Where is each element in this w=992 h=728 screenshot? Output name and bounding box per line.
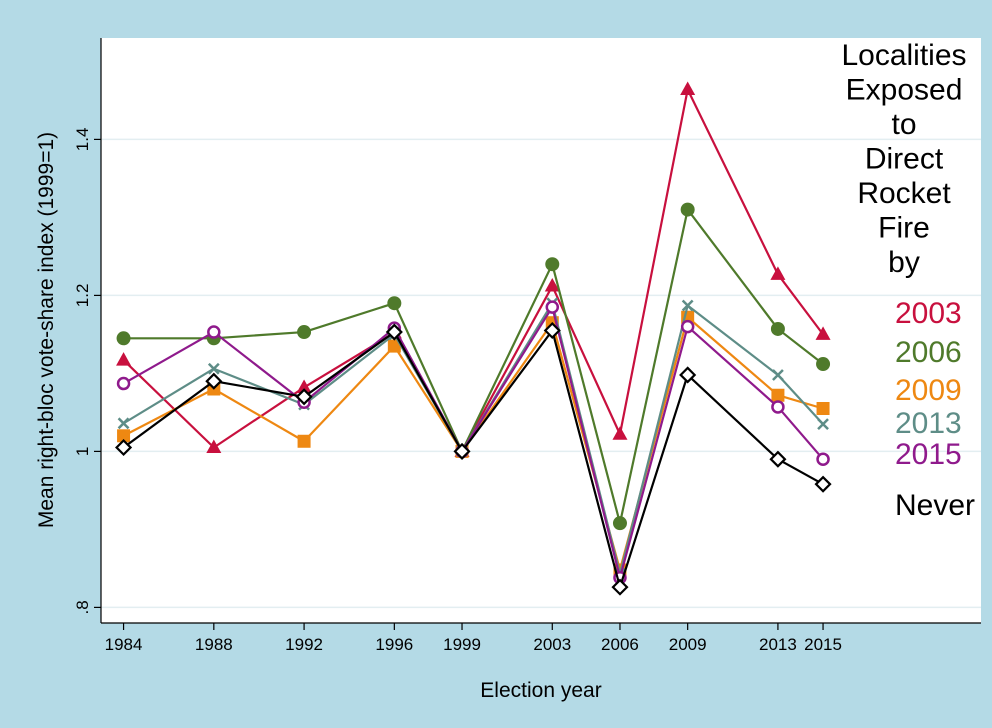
data-point <box>206 439 222 453</box>
x-tick-label: 1999 <box>443 635 481 654</box>
legend-heading-line: Exposed <box>846 74 963 107</box>
data-point <box>680 81 696 95</box>
data-point <box>116 352 132 366</box>
data-point <box>771 388 785 402</box>
data-point <box>387 296 402 311</box>
legend-heading-line: Fire <box>878 212 930 245</box>
data-point <box>770 266 786 280</box>
data-point <box>814 475 832 493</box>
data-point <box>770 321 785 336</box>
x-tick-label: 1984 <box>105 635 143 654</box>
legend-heading-line: Direct <box>865 143 944 176</box>
y-tick-label: .8 <box>73 600 92 614</box>
series-line <box>122 88 824 453</box>
data-point <box>680 202 695 217</box>
data-point <box>116 331 131 346</box>
x-tick-label: 2003 <box>533 635 571 654</box>
y-axis-title: Mean right-bloc vote-share index (1999=1… <box>35 132 58 528</box>
x-tick-label: 2006 <box>601 635 639 654</box>
series-group <box>115 81 832 596</box>
series-line <box>123 306 824 579</box>
data-point <box>387 339 401 353</box>
data-point <box>296 379 312 393</box>
data-point <box>816 452 830 466</box>
data-point <box>545 300 560 314</box>
legend-label-2015: 2015 <box>895 438 962 471</box>
series-line <box>122 329 824 589</box>
series-line <box>123 208 824 525</box>
data-point <box>117 417 130 430</box>
data-point <box>817 418 829 430</box>
x-tick-label: 1996 <box>375 635 413 654</box>
data-point <box>385 323 403 341</box>
data-point <box>544 278 560 292</box>
y-tick-label: 1.2 <box>73 284 92 308</box>
data-point <box>680 319 695 334</box>
data-point <box>681 299 694 312</box>
legend-heading-line: Localities <box>841 39 966 72</box>
y-tick-label: 1 <box>73 447 92 456</box>
data-point <box>771 400 785 414</box>
legend-heading-line: to <box>891 108 916 141</box>
legend-heading-line: Rocket <box>857 177 951 210</box>
series-2009 <box>117 310 830 577</box>
data-point <box>545 257 560 272</box>
x-tick-label: 2013 <box>759 635 797 654</box>
data-point <box>207 325 221 339</box>
data-point <box>772 369 784 381</box>
data-point <box>769 450 787 468</box>
data-point <box>612 426 628 440</box>
data-point <box>453 442 471 460</box>
legend-label-2013: 2013 <box>895 407 962 440</box>
x-tick-label: 1988 <box>195 635 233 654</box>
data-point <box>295 388 313 406</box>
series-never <box>115 321 832 596</box>
x-tick-label: 1992 <box>285 635 323 654</box>
legend-label-2003: 2003 <box>895 297 962 330</box>
legend-label-2009: 2009 <box>895 374 962 407</box>
legend-heading-line: by <box>888 246 920 279</box>
data-point <box>612 516 627 531</box>
legend-label-never: Never <box>895 489 975 522</box>
data-point <box>207 362 220 375</box>
legend-label-2006: 2006 <box>895 336 962 369</box>
data-point <box>297 434 311 448</box>
series-line <box>123 316 824 572</box>
x-tick-label: 2015 <box>804 635 842 654</box>
data-point <box>815 326 831 340</box>
data-point <box>816 357 831 372</box>
data-point <box>679 366 697 384</box>
data-point <box>816 402 830 415</box>
data-point <box>117 429 131 443</box>
data-point <box>543 321 561 340</box>
data-point <box>611 578 629 596</box>
data-point <box>297 325 312 340</box>
data-point <box>205 372 223 390</box>
x-tick-label: 2009 <box>669 635 707 654</box>
data-point <box>116 376 131 391</box>
gridlines <box>101 138 981 609</box>
axes: .8 1 1.2 1.4 1984 1988 1992 1996 1999 2003 2006 200… <box>73 38 981 654</box>
plot-area <box>101 38 981 623</box>
data-point <box>115 438 133 457</box>
x-axis-title: Election year <box>480 679 601 702</box>
y-tick-label: 1.4 <box>73 128 92 152</box>
